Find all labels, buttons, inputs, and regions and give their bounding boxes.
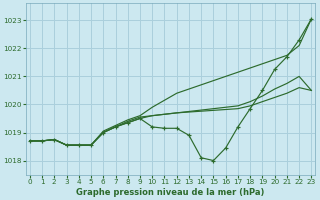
X-axis label: Graphe pression niveau de la mer (hPa): Graphe pression niveau de la mer (hPa) <box>76 188 265 197</box>
